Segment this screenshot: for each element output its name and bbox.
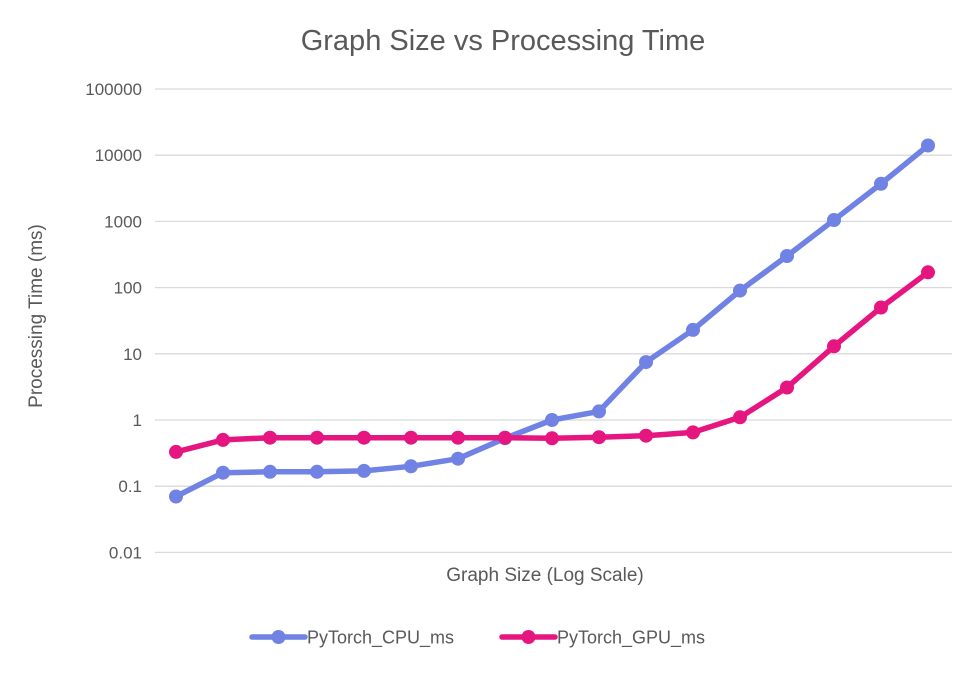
data-point-PyTorch_GPU_ms xyxy=(639,428,653,443)
y-axis-title: Processing Time (ms) xyxy=(26,224,47,408)
data-point-PyTorch_CPU_ms xyxy=(874,176,888,191)
data-point-PyTorch_GPU_ms xyxy=(451,430,465,445)
legend-marker-cpu-dot xyxy=(271,630,286,644)
y-tick-label: 100 xyxy=(114,279,142,298)
data-point-PyTorch_CPU_ms xyxy=(921,138,935,153)
y-tick-label: 1 xyxy=(133,411,142,430)
y-tick-label: 10 xyxy=(123,345,142,364)
series-lines xyxy=(169,138,935,504)
y-tick-label: 1000 xyxy=(104,212,142,231)
data-point-PyTorch_GPU_ms xyxy=(404,430,418,445)
legend-label-gpu: PyTorch_GPU_ms xyxy=(557,628,705,649)
data-point-PyTorch_CPU_ms xyxy=(592,404,606,419)
y-tick-label: 0.01 xyxy=(109,543,142,562)
data-point-PyTorch_GPU_ms xyxy=(357,430,371,445)
gridlines xyxy=(155,88,952,554)
data-point-PyTorch_GPU_ms xyxy=(310,430,324,445)
data-point-PyTorch_GPU_ms xyxy=(733,410,747,425)
y-tick-label: 10000 xyxy=(95,146,142,165)
data-point-PyTorch_GPU_ms xyxy=(921,265,935,280)
legend-item-cpu: PyTorch_CPU_ms xyxy=(249,628,454,649)
data-point-PyTorch_CPU_ms xyxy=(639,355,653,370)
data-point-PyTorch_CPU_ms xyxy=(827,213,841,227)
legend-item-gpu: PyTorch_GPU_ms xyxy=(499,628,705,649)
data-point-PyTorch_CPU_ms xyxy=(733,283,747,298)
data-point-PyTorch_CPU_ms xyxy=(686,322,700,337)
data-point-PyTorch_GPU_ms xyxy=(498,430,512,445)
data-point-PyTorch_GPU_ms xyxy=(686,425,700,440)
data-point-PyTorch_GPU_ms xyxy=(545,431,559,446)
data-point-PyTorch_GPU_ms xyxy=(216,432,230,447)
legend: PyTorch_CPU_ms PyTorch_GPU_ms xyxy=(249,628,705,649)
data-point-PyTorch_GPU_ms xyxy=(874,300,888,315)
data-point-PyTorch_CPU_ms xyxy=(263,464,277,479)
legend-label-cpu: PyTorch_CPU_ms xyxy=(307,628,454,649)
data-point-PyTorch_CPU_ms xyxy=(545,413,559,427)
data-point-PyTorch_CPU_ms xyxy=(780,249,794,263)
data-point-PyTorch_GPU_ms xyxy=(592,430,606,445)
data-point-PyTorch_GPU_ms xyxy=(263,430,277,445)
data-point-PyTorch_CPU_ms xyxy=(451,451,465,466)
data-point-PyTorch_CPU_ms xyxy=(169,489,183,504)
legend-marker-gpu-dot xyxy=(521,630,536,644)
data-point-PyTorch_CPU_ms xyxy=(404,459,418,474)
chart-title: Graph Size vs Processing Time xyxy=(301,25,706,57)
data-point-PyTorch_GPU_ms xyxy=(827,339,841,354)
data-point-PyTorch_CPU_ms xyxy=(310,464,324,479)
x-axis-title: Graph Size (Log Scale) xyxy=(446,565,644,586)
data-point-PyTorch_CPU_ms xyxy=(216,465,230,480)
y-tick-labels: 100000 10000 1000 100 10 1 0.1 0.01 xyxy=(85,80,142,562)
y-tick-label: 100000 xyxy=(85,80,142,99)
data-point-PyTorch_GPU_ms xyxy=(780,380,794,395)
data-point-PyTorch_CPU_ms xyxy=(357,463,371,478)
data-point-PyTorch_GPU_ms xyxy=(169,444,183,459)
y-tick-label: 0.1 xyxy=(118,477,142,496)
